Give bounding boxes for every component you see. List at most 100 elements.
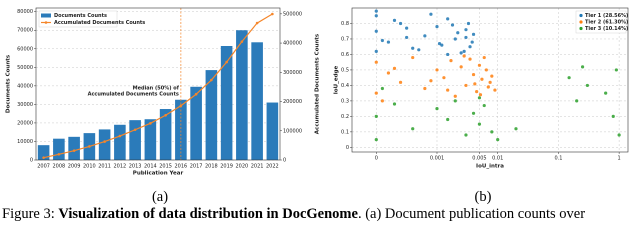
y-tick-label: 70000 xyxy=(17,28,33,34)
annotation: Median (50%) of xyxy=(133,86,180,92)
plot-frame xyxy=(351,7,629,153)
y-tick-label: 30000 xyxy=(17,102,33,108)
point xyxy=(411,127,415,131)
point xyxy=(462,54,466,58)
point xyxy=(604,91,608,95)
x-tick-label: 2020 xyxy=(236,164,249,170)
x-tick-label: 2015 xyxy=(159,164,172,170)
line-marker xyxy=(133,128,137,132)
legend-label: Accumulated Documents Counts xyxy=(54,20,145,26)
point xyxy=(450,23,455,27)
line-marker xyxy=(255,21,259,25)
point xyxy=(617,133,621,137)
line-marker xyxy=(149,122,152,125)
caption-label: Figure 3: xyxy=(2,206,55,222)
figure: (a) (b) Figure 3: Visualization of data … xyxy=(2,7,629,222)
x-tick-label: 0.005 xyxy=(472,156,486,162)
line-marker xyxy=(194,92,198,96)
point xyxy=(417,48,421,52)
point xyxy=(477,63,482,67)
x-tick-label: 2010 xyxy=(83,164,96,170)
point xyxy=(398,80,403,84)
point xyxy=(453,99,457,103)
point xyxy=(411,46,415,50)
point xyxy=(380,38,384,43)
bar xyxy=(53,138,65,160)
x-tick-label: 2018 xyxy=(205,164,218,170)
legend-label: Documents Counts xyxy=(54,13,107,19)
point xyxy=(468,45,472,49)
point xyxy=(442,76,446,80)
line-marker xyxy=(72,149,76,152)
y-tick-label: 80000 xyxy=(17,9,33,15)
bar xyxy=(114,124,126,160)
point xyxy=(496,138,500,142)
point xyxy=(392,66,397,70)
point xyxy=(471,72,476,77)
y2-tick-label: 0 xyxy=(283,158,286,164)
point xyxy=(374,114,378,118)
point xyxy=(386,40,391,44)
point xyxy=(398,21,403,26)
x-tick-label: 0.01 xyxy=(492,156,503,162)
y-tick-label: 0.5 xyxy=(341,67,349,73)
point xyxy=(429,12,433,16)
y-tick-label: 0.6 xyxy=(341,52,349,58)
x-tick-label: 2021 xyxy=(251,164,264,170)
y-tick-label: 0.3 xyxy=(341,98,349,104)
y-axis-label: IoU_edge xyxy=(334,66,340,95)
line-marker xyxy=(57,153,61,156)
point xyxy=(585,83,589,88)
caption-bold: Visualization of data distribution in Do… xyxy=(58,206,358,222)
caption: Figure 3: Visualization of data distribu… xyxy=(2,206,585,222)
x-tick-label: 0.1 xyxy=(554,156,562,162)
point xyxy=(466,21,471,26)
point xyxy=(374,91,378,95)
line-marker xyxy=(118,134,122,138)
point xyxy=(490,130,494,134)
y-tick-label: 0 xyxy=(346,145,349,151)
line-marker xyxy=(164,113,167,117)
point xyxy=(446,88,450,92)
legend-swatch xyxy=(579,20,583,24)
x-axis-label: Publication Year xyxy=(133,171,184,177)
point xyxy=(482,55,486,60)
point xyxy=(478,93,483,97)
line xyxy=(43,13,273,159)
y2-axis-label: Accumulated Documents Counts xyxy=(315,33,321,134)
caption-text: . (a) Document publication counts over xyxy=(358,206,585,222)
point xyxy=(435,24,439,29)
point xyxy=(614,68,618,72)
bar xyxy=(266,102,279,160)
legend-swatch xyxy=(579,13,583,18)
line-marker xyxy=(240,40,244,43)
bar xyxy=(251,42,263,161)
point xyxy=(380,86,384,91)
point xyxy=(374,138,378,142)
point xyxy=(464,83,468,88)
bar xyxy=(175,99,187,160)
point xyxy=(468,57,472,61)
line-marker xyxy=(271,12,274,16)
legend-swatch xyxy=(579,26,583,31)
y2-tick-label: 400000 xyxy=(283,41,302,47)
point xyxy=(405,26,409,30)
point xyxy=(464,35,468,40)
bar xyxy=(159,109,172,160)
point xyxy=(611,114,615,118)
point xyxy=(459,51,463,55)
y-axis-label: Documents Counts xyxy=(6,54,12,113)
point xyxy=(477,96,482,100)
y-tick-label: 0.7 xyxy=(341,36,349,42)
line-marker xyxy=(225,60,228,64)
point xyxy=(464,28,468,32)
x-tick-label: 2022 xyxy=(266,164,279,170)
point xyxy=(456,31,460,35)
x-tick-label: 1 xyxy=(618,156,621,162)
point xyxy=(473,82,477,86)
line-marker xyxy=(210,78,213,82)
point xyxy=(580,65,585,69)
y-tick-label: 0.4 xyxy=(341,83,349,89)
line-marker xyxy=(103,140,106,143)
line-marker xyxy=(179,104,183,108)
